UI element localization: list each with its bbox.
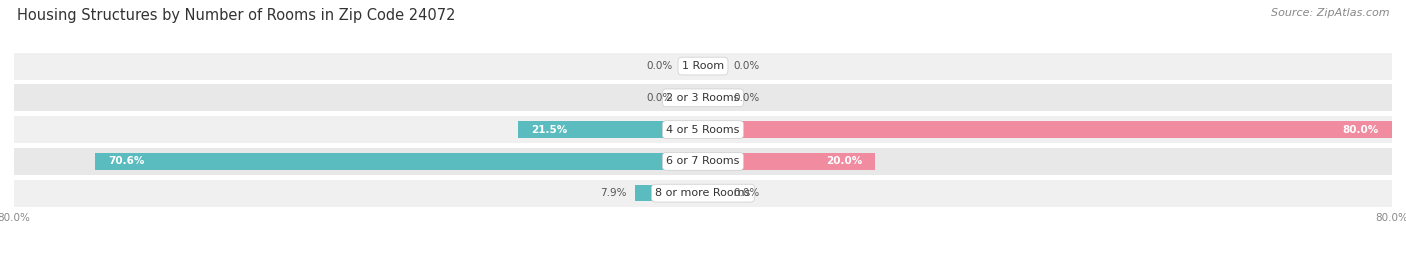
- Text: 7.9%: 7.9%: [600, 188, 626, 198]
- Text: 0.0%: 0.0%: [647, 93, 673, 103]
- Bar: [14, 53, 1392, 80]
- Text: Housing Structures by Number of Rooms in Zip Code 24072: Housing Structures by Number of Rooms in…: [17, 8, 456, 23]
- Text: 21.5%: 21.5%: [531, 124, 567, 135]
- Text: 0.0%: 0.0%: [733, 93, 759, 103]
- Text: 20.0%: 20.0%: [827, 156, 862, 166]
- Bar: [703, 121, 1392, 138]
- Bar: [703, 153, 875, 170]
- Text: 8 or more Rooms: 8 or more Rooms: [655, 188, 751, 198]
- Bar: [703, 185, 716, 201]
- Bar: [703, 90, 716, 106]
- Text: 70.6%: 70.6%: [108, 156, 145, 166]
- Bar: [14, 116, 1392, 143]
- Text: 1 Room: 1 Room: [682, 61, 724, 71]
- Bar: [14, 180, 1392, 207]
- Bar: [517, 121, 703, 138]
- Bar: [690, 58, 703, 74]
- Text: 0.0%: 0.0%: [733, 61, 759, 71]
- Text: 0.0%: 0.0%: [733, 188, 759, 198]
- Text: 0.0%: 0.0%: [647, 61, 673, 71]
- Text: 6 or 7 Rooms: 6 or 7 Rooms: [666, 156, 740, 166]
- Bar: [14, 84, 1392, 111]
- Bar: [636, 185, 703, 201]
- Bar: [690, 90, 703, 106]
- Text: Source: ZipAtlas.com: Source: ZipAtlas.com: [1271, 8, 1389, 18]
- Bar: [703, 58, 716, 74]
- Text: 2 or 3 Rooms: 2 or 3 Rooms: [666, 93, 740, 103]
- Text: 80.0%: 80.0%: [1343, 124, 1379, 135]
- Bar: [96, 153, 703, 170]
- Text: 4 or 5 Rooms: 4 or 5 Rooms: [666, 124, 740, 135]
- Bar: [14, 148, 1392, 175]
